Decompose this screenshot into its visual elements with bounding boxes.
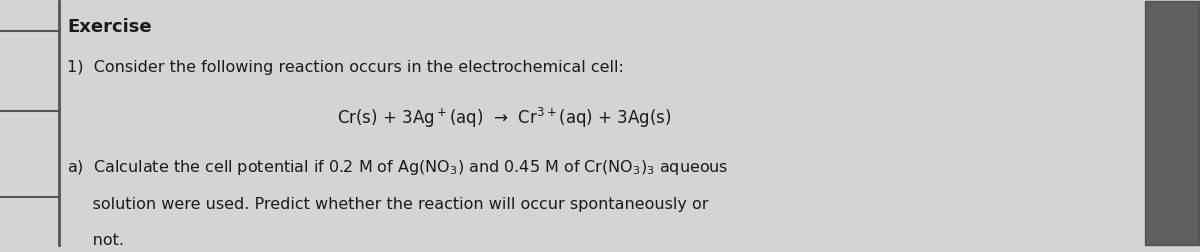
Text: solution were used. Predict whether the reaction will occur spontaneously or: solution were used. Predict whether the … (67, 197, 709, 211)
Text: Cr(s) + 3Ag$^+$(aq)  →  Cr$^{3+}$(aq) + 3Ag(s): Cr(s) + 3Ag$^+$(aq) → Cr$^{3+}$(aq) + 3A… (337, 106, 672, 130)
Text: 1)  Consider the following reaction occurs in the electrochemical cell:: 1) Consider the following reaction occur… (67, 60, 624, 75)
Text: not.: not. (67, 233, 125, 248)
Text: Exercise: Exercise (67, 18, 152, 37)
Text: a)  Calculate the cell potential if 0.2 M of Ag(NO$_3$) and 0.45 M of Cr(NO$_3$): a) Calculate the cell potential if 0.2 M… (67, 158, 728, 176)
Bar (1145, 2, 1199, 245)
